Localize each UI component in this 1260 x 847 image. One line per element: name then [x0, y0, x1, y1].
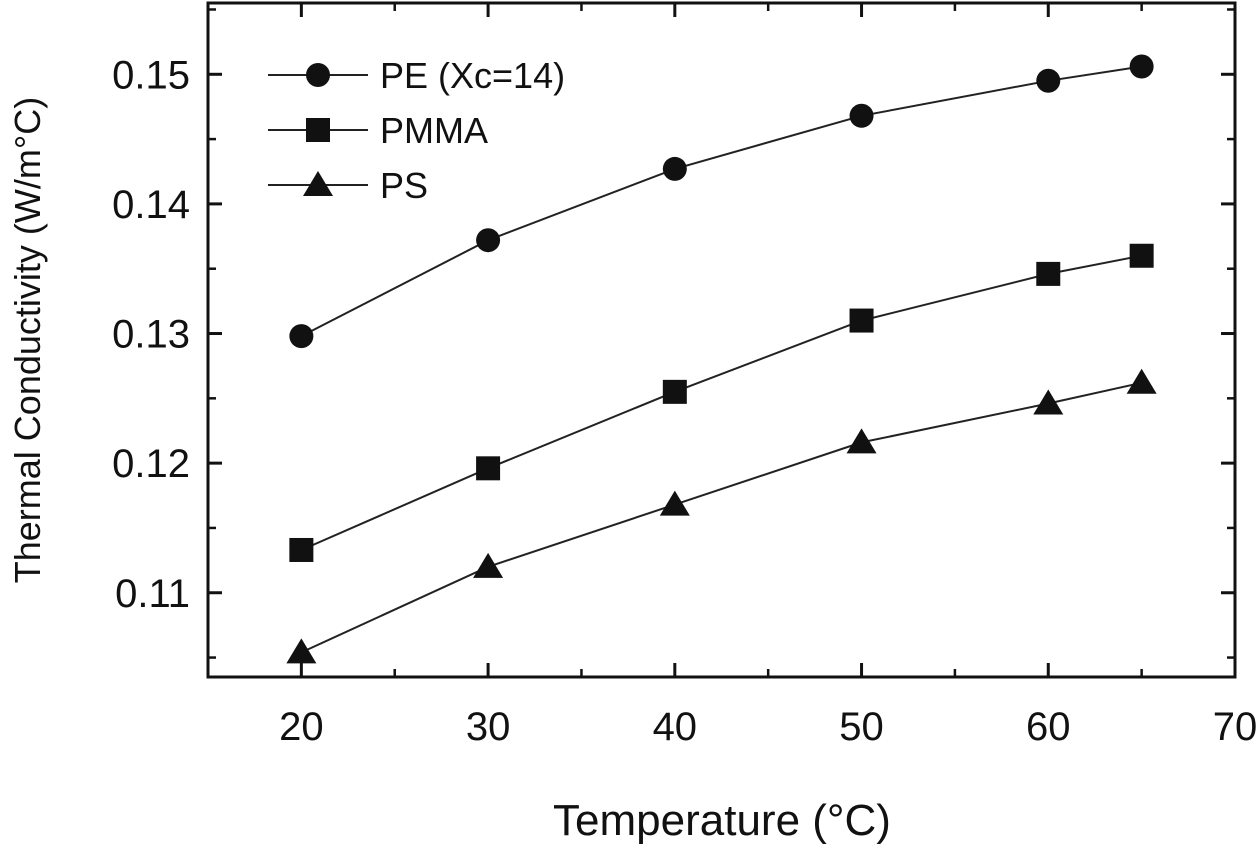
data-point-square	[849, 308, 874, 333]
data-point-square	[289, 537, 314, 562]
y-tick-label: 0.11	[115, 572, 190, 616]
series-line	[300, 381, 1142, 654]
legend-marker-triangle	[303, 171, 333, 196]
x-tick-label: 60	[1026, 705, 1071, 749]
data-point-triangle	[286, 638, 317, 664]
data-point-circle	[662, 156, 687, 181]
data-point-circle	[1036, 68, 1061, 93]
x-tick-label: 30	[466, 705, 511, 749]
series-square	[289, 243, 1154, 562]
data-point-square	[662, 379, 687, 404]
x-tick-label: 50	[839, 705, 884, 749]
data-point-square	[476, 456, 501, 481]
series-layer	[286, 54, 1157, 664]
series-triangle	[286, 368, 1157, 664]
y-axis-title: Thermal Conductivity (W/m°C)	[7, 97, 48, 583]
series-circle	[289, 54, 1154, 349]
legend: PE (Xc=14) PMMA PS	[268, 55, 565, 206]
x-tick-label: 70	[1213, 705, 1258, 749]
legend-entry: PMMA	[268, 110, 488, 151]
legend-marker-square	[306, 118, 330, 142]
series-line	[300, 65, 1142, 337]
legend-marker-circle	[306, 63, 330, 87]
legend-label: PS	[380, 165, 428, 206]
data-point-square	[1129, 243, 1154, 268]
legend-entry: PE (Xc=14)	[268, 55, 565, 96]
x-axis-title: Temperature (°C)	[553, 796, 891, 845]
legend-label: PMMA	[380, 110, 488, 151]
x-tick-label: 20	[279, 705, 324, 749]
legend-entry: PS	[268, 165, 428, 206]
data-point-circle	[1129, 54, 1154, 79]
axis-ticks	[208, 3, 1237, 677]
data-point-square	[1036, 261, 1061, 286]
y-tick-label: 0.15	[112, 53, 190, 97]
data-point-triangle	[1033, 389, 1064, 415]
data-point-circle	[849, 103, 874, 128]
data-point-triangle	[473, 552, 504, 578]
axis-tick-labels: 20 30 40 50 60 70 0.11 0.12 0.13 0.14 0.15	[112, 53, 1257, 749]
y-tick-label: 0.13	[112, 313, 190, 357]
legend-label: PE (Xc=14)	[380, 55, 565, 96]
y-tick-label: 0.12	[112, 442, 190, 486]
data-point-circle	[289, 324, 314, 349]
x-tick-label: 40	[653, 705, 698, 749]
plot-frame	[206, 1, 1237, 679]
series-line	[300, 254, 1142, 551]
data-point-triangle	[846, 428, 877, 454]
data-point-triangle	[1126, 368, 1157, 394]
data-point-triangle	[659, 490, 690, 516]
y-tick-label: 0.14	[112, 183, 190, 227]
data-point-circle	[476, 228, 501, 253]
